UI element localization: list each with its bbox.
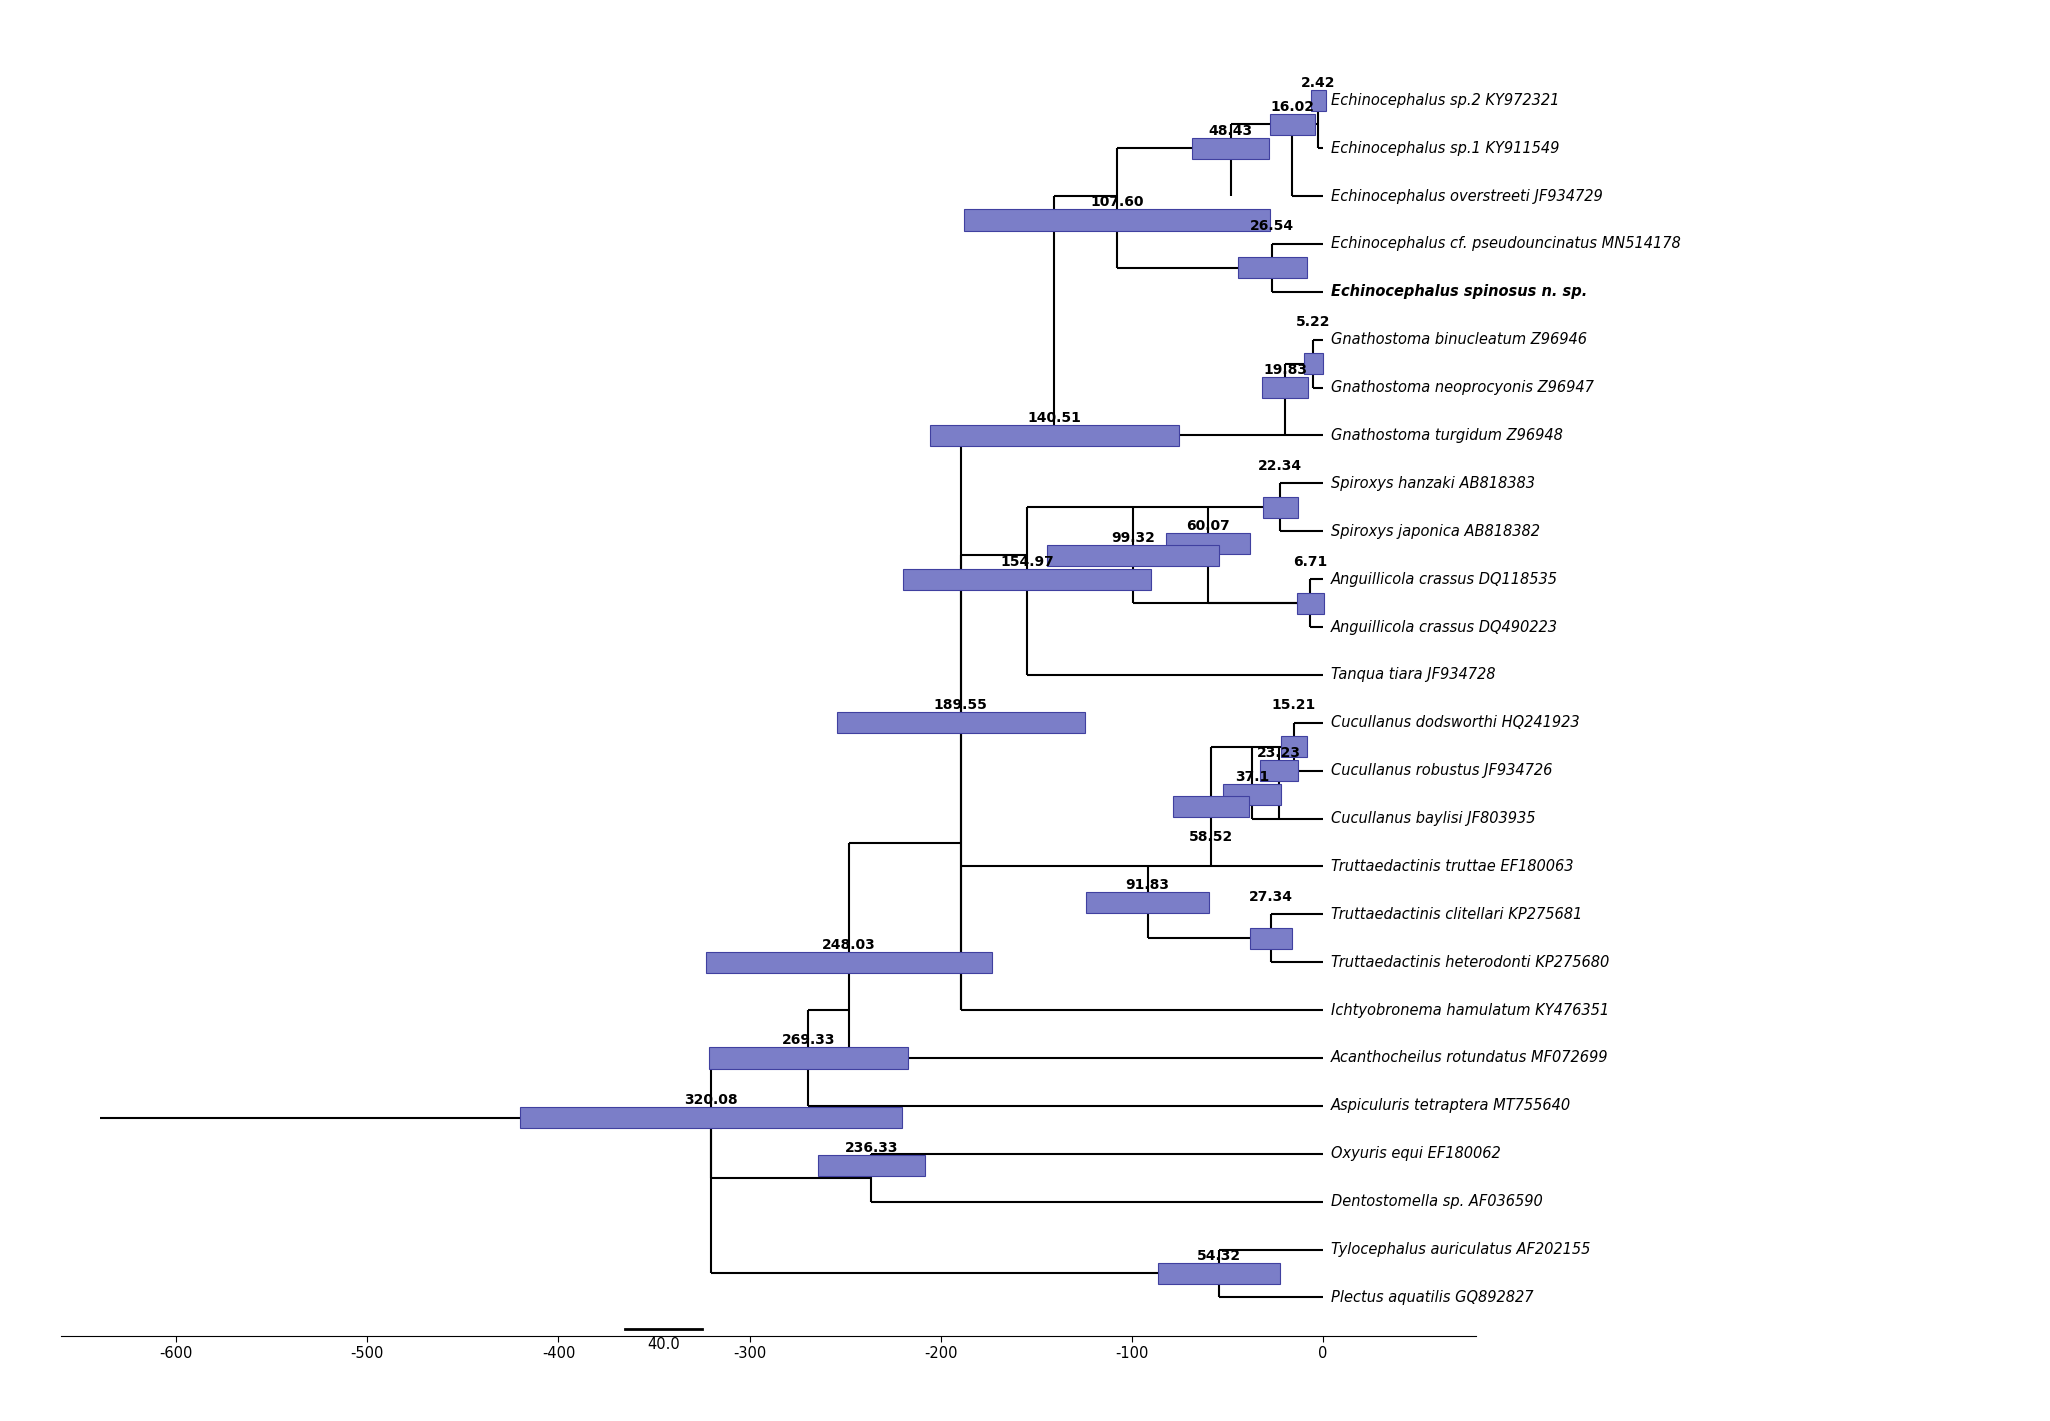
Text: 189.55: 189.55 [935, 698, 988, 712]
Bar [964, 209, 1271, 230]
Bar [1263, 497, 1298, 517]
Text: Echinocephalus cf. pseudouncinatus MN514178: Echinocephalus cf. pseudouncinatus MN514… [1330, 236, 1681, 252]
Text: 16.02: 16.02 [1271, 99, 1314, 114]
Text: 37.1: 37.1 [1234, 770, 1269, 784]
Text: 107.60: 107.60 [1091, 196, 1144, 209]
Text: Gnathostoma binucleatum Z96946: Gnathostoma binucleatum Z96946 [1330, 333, 1587, 347]
Text: Dentostomella sp. AF036590: Dentostomella sp. AF036590 [1330, 1194, 1542, 1209]
Bar [818, 1155, 925, 1177]
Bar [1250, 928, 1292, 949]
Text: 269.33: 269.33 [781, 1033, 834, 1047]
Text: 58.52: 58.52 [1189, 830, 1234, 844]
Text: Plectus aquatilis GQ892827: Plectus aquatilis GQ892827 [1330, 1290, 1533, 1304]
Text: Echinocephalus spinosus n. sp.: Echinocephalus spinosus n. sp. [1330, 284, 1587, 300]
Text: Anguillicola crassus DQ118535: Anguillicola crassus DQ118535 [1330, 571, 1558, 587]
Text: Tanqua tiara JF934728: Tanqua tiara JF934728 [1330, 668, 1494, 682]
Text: 15.21: 15.21 [1271, 698, 1316, 712]
Text: 22.34: 22.34 [1259, 459, 1302, 473]
Text: 248.03: 248.03 [822, 938, 875, 952]
Text: 236.33: 236.33 [845, 1141, 898, 1155]
Text: Cucullanus robustus JF934726: Cucullanus robustus JF934726 [1330, 763, 1552, 779]
Text: Cucullanus dodsworthi HQ241923: Cucullanus dodsworthi HQ241923 [1330, 715, 1578, 730]
Text: Echinocephalus overstreeti JF934729: Echinocephalus overstreeti JF934729 [1330, 189, 1603, 203]
Text: 91.83: 91.83 [1125, 878, 1171, 892]
Text: 48.43: 48.43 [1207, 124, 1253, 138]
Text: 19.83: 19.83 [1263, 362, 1308, 377]
Text: 99.32: 99.32 [1111, 530, 1154, 544]
Text: 140.51: 140.51 [1027, 411, 1082, 425]
Text: 27.34: 27.34 [1248, 890, 1294, 904]
Bar [1193, 138, 1269, 159]
Text: Gnathostoma turgidum Z96948: Gnathostoma turgidum Z96948 [1330, 428, 1562, 443]
Text: Oxyuris equi EF180062: Oxyuris equi EF180062 [1330, 1147, 1501, 1161]
Bar [1166, 533, 1250, 554]
Bar [1048, 544, 1220, 566]
Text: Anguillicola crassus DQ490223: Anguillicola crassus DQ490223 [1330, 620, 1558, 635]
Bar [1086, 892, 1210, 912]
Bar [521, 1107, 902, 1128]
Text: Truttaedactinis heterodonti KP275680: Truttaedactinis heterodonti KP275680 [1330, 955, 1609, 969]
Text: Aspiculuris tetraptera MT755640: Aspiculuris tetraptera MT755640 [1330, 1098, 1570, 1114]
Text: Ichtyobronema hamulatum KY476351: Ichtyobronema hamulatum KY476351 [1330, 1003, 1609, 1017]
Text: 6.71: 6.71 [1294, 554, 1328, 568]
Bar [705, 952, 992, 973]
Bar [1259, 760, 1298, 782]
Text: Truttaedactinis clitellari KP275681: Truttaedactinis clitellari KP275681 [1330, 907, 1583, 922]
Text: 54.32: 54.32 [1197, 1249, 1242, 1263]
Bar [1224, 784, 1281, 806]
Text: 154.97: 154.97 [1000, 554, 1054, 568]
Text: Echinocephalus sp.2 KY972321: Echinocephalus sp.2 KY972321 [1330, 92, 1560, 108]
Bar [1173, 796, 1248, 817]
Bar [836, 712, 1084, 733]
Text: 5.22: 5.22 [1296, 315, 1330, 330]
Bar [1310, 90, 1326, 111]
Text: 2.42: 2.42 [1302, 75, 1337, 90]
Bar [709, 1047, 908, 1069]
Text: Spiroxys japonica AB818382: Spiroxys japonica AB818382 [1330, 524, 1540, 539]
Bar [902, 568, 1152, 590]
Text: 23.23: 23.23 [1257, 746, 1300, 760]
Bar [1281, 736, 1308, 757]
Text: Truttaedactinis truttae EF180063: Truttaedactinis truttae EF180063 [1330, 858, 1572, 874]
Text: Cucullanus baylisi JF803935: Cucullanus baylisi JF803935 [1330, 811, 1535, 826]
Text: 26.54: 26.54 [1250, 219, 1294, 233]
Text: 40.0: 40.0 [648, 1337, 681, 1353]
Bar [931, 425, 1179, 446]
Bar [1263, 377, 1308, 398]
Text: Gnathostoma neoprocyonis Z96947: Gnathostoma neoprocyonis Z96947 [1330, 379, 1593, 395]
Bar [1304, 352, 1322, 374]
Bar [1269, 114, 1316, 135]
Text: Acanthocheilus rotundatus MF072699: Acanthocheilus rotundatus MF072699 [1330, 1050, 1609, 1066]
Bar [1158, 1263, 1281, 1285]
Bar [1298, 593, 1324, 614]
Text: Echinocephalus sp.1 KY911549: Echinocephalus sp.1 KY911549 [1330, 141, 1560, 156]
Text: Spiroxys hanzaki AB818383: Spiroxys hanzaki AB818383 [1330, 476, 1535, 490]
Text: Tylocephalus auriculatus AF202155: Tylocephalus auriculatus AF202155 [1330, 1242, 1591, 1258]
Text: 320.08: 320.08 [685, 1093, 738, 1107]
Bar [1238, 257, 1306, 279]
Text: 60.07: 60.07 [1187, 519, 1230, 533]
